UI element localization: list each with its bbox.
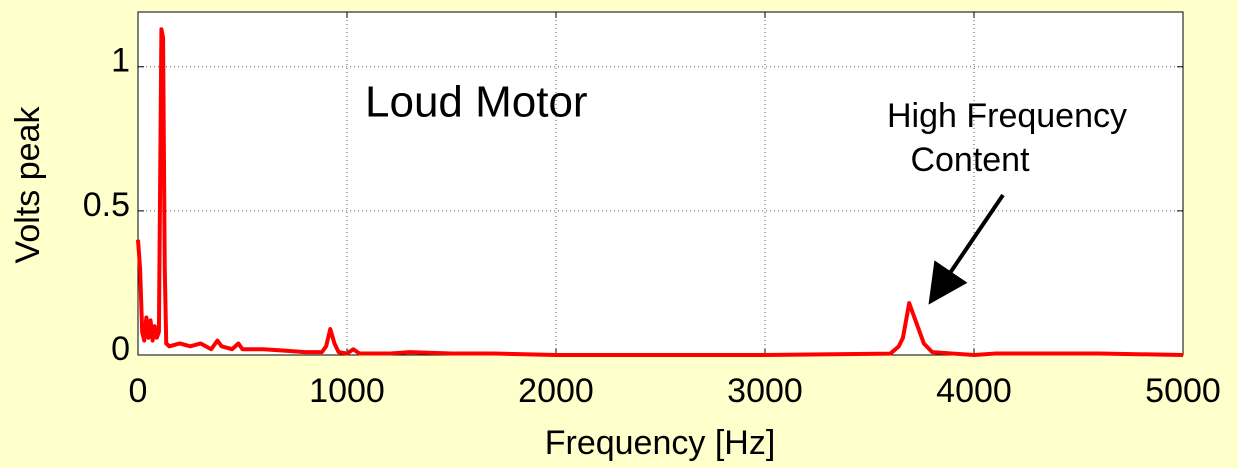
annotation: Loud Motor — [365, 78, 588, 127]
annotation: High Frequency — [887, 97, 1127, 135]
x-tick-label: 1000 — [309, 372, 385, 410]
x-tick-label: 4000 — [936, 372, 1012, 410]
x-tick-label: 5000 — [1145, 372, 1221, 410]
x-tick-label: 0 — [129, 372, 148, 410]
y-axis-label: Volts peak — [9, 106, 47, 264]
annotation: Content — [910, 141, 1030, 179]
y-tick-label: 0.5 — [83, 186, 130, 224]
y-tick-label: 0 — [111, 330, 130, 368]
annotation-arrow — [928, 193, 1005, 305]
plot-area — [138, 12, 1183, 355]
x-axis-label: Frequency [Hz] — [545, 424, 776, 462]
x-tick-label: 3000 — [727, 372, 803, 410]
y-tick-label: 1 — [111, 42, 130, 80]
x-tick-label: 2000 — [518, 372, 594, 410]
data-line — [136, 27, 1184, 357]
